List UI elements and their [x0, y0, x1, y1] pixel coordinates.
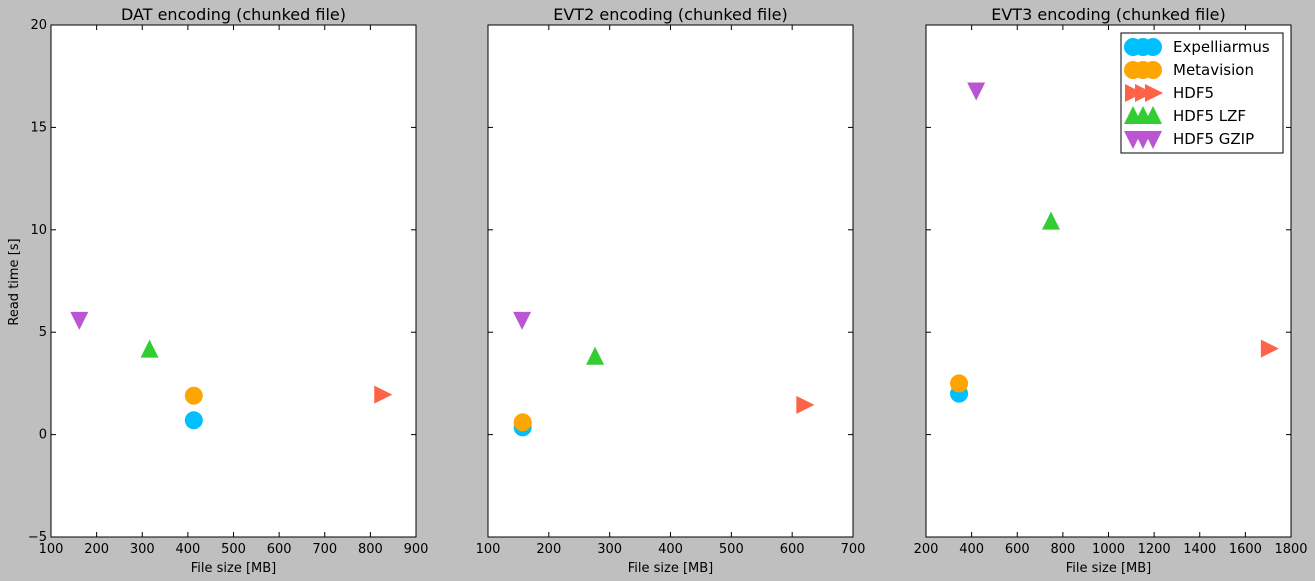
legend-label: Metavision — [1173, 61, 1254, 79]
x-axis-label: File size [MB] — [1066, 561, 1152, 576]
panel-title: EVT3 encoding (chunked file) — [991, 5, 1226, 24]
panel-evt3: EVT3 encoding (chunked file) File size [M… — [914, 5, 1308, 576]
data-point-hdf5-lzf — [140, 339, 159, 358]
y-tick-label: 10 — [30, 223, 47, 238]
x-tick-label: 200 — [84, 542, 109, 557]
x-tick-label: 1400 — [1183, 542, 1216, 557]
x-tick-label: 300 — [597, 542, 622, 557]
y-tick-label: −5 — [28, 530, 47, 545]
y-tick-label: 20 — [30, 18, 47, 33]
x-tick-label: 700 — [312, 542, 337, 557]
x-tick-label: 200 — [536, 542, 561, 557]
x-tick-label: 700 — [841, 542, 866, 557]
data-point-hdf5-gzip — [967, 82, 986, 101]
legend-marker-hdf5-lzf — [1144, 106, 1162, 124]
x-tick-label: 1000 — [1092, 542, 1125, 557]
data-point-metavision — [513, 413, 532, 432]
x-tick-label: 500 — [719, 542, 744, 557]
x-tick-label: 100 — [39, 542, 64, 557]
legend: Expelliarmus Metavision HDF5 HDF5 LZF HDF5 G… — [1120, 32, 1284, 154]
panel-dat: DAT encoding (chunked file) File size [MB… — [28, 5, 429, 576]
x-tick-label: 1800 — [1274, 542, 1307, 557]
legend-marker-hdf5 — [1145, 84, 1163, 102]
y-tick-label: 0 — [39, 428, 47, 443]
legend-marker-hdf5 — [1135, 84, 1153, 102]
y-tick-label: 5 — [39, 325, 47, 340]
x-tick-label: 400 — [175, 542, 200, 557]
legend-label: HDF5 LZF — [1173, 107, 1246, 125]
y-axis-label: Read time [s] — [7, 238, 22, 325]
data-point-hdf5-lzf — [586, 346, 605, 365]
x-tick-label: 1200 — [1138, 542, 1171, 557]
x-axis-label: File size [MB] — [628, 561, 714, 576]
panel-title: DAT encoding (chunked file) — [121, 5, 346, 24]
x-tick-label: 600 — [780, 542, 805, 557]
x-axis-label: File size [MB] — [191, 561, 277, 576]
x-tick-label: 800 — [1050, 542, 1075, 557]
data-point-metavision — [184, 386, 203, 405]
legend-label: Expelliarmus — [1173, 38, 1270, 56]
data-point-hdf5 — [1260, 339, 1279, 358]
x-tick-label: 1600 — [1229, 542, 1262, 557]
x-tick-label: 500 — [221, 542, 246, 557]
data-point-hdf5 — [374, 385, 393, 404]
legend-marker-expelliarmus — [1144, 38, 1162, 56]
legend-marker-hdf5-gzip — [1144, 131, 1162, 149]
x-tick-label: 100 — [476, 542, 501, 557]
legend-marker-metavision — [1144, 61, 1162, 79]
legend-marker-hdf5 — [1125, 84, 1143, 102]
legend-label: HDF5 — [1173, 84, 1214, 102]
x-tick-label: 600 — [267, 542, 292, 557]
x-tick-label: 400 — [959, 542, 984, 557]
x-tick-label: 200 — [914, 542, 939, 557]
x-tick-label: 600 — [1005, 542, 1030, 557]
x-tick-label: 800 — [358, 542, 383, 557]
data-point-hdf5-gzip — [70, 311, 89, 330]
data-point-metavision — [950, 374, 969, 393]
panel-evt2: EVT2 encoding (chunked file) File size [M… — [476, 5, 866, 576]
data-point-hdf5 — [796, 395, 815, 414]
plot-area — [50, 24, 417, 538]
x-tick-label: 400 — [658, 542, 683, 557]
panel-title: EVT2 encoding (chunked file) — [553, 5, 788, 24]
plot-area — [487, 24, 854, 538]
data-point-hdf5-lzf — [1042, 211, 1061, 230]
data-point-hdf5-gzip — [513, 311, 532, 330]
legend-label: HDF5 GZIP — [1173, 130, 1254, 148]
x-tick-label: 300 — [130, 542, 155, 557]
x-tick-label: 900 — [404, 542, 429, 557]
y-tick-label: 15 — [30, 120, 47, 135]
data-point-expelliarmus — [184, 411, 203, 430]
